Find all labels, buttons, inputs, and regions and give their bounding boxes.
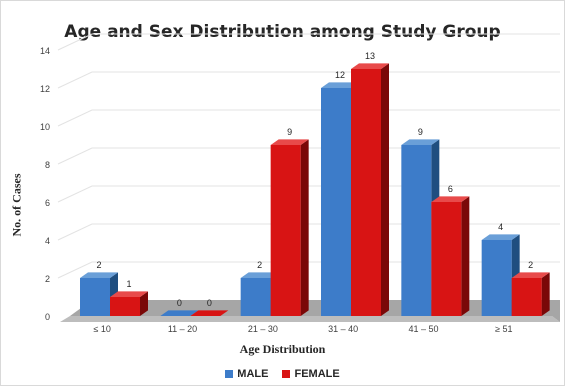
y-tick-label: 10	[40, 122, 50, 132]
x-tick-label: ≥ 51	[495, 324, 512, 334]
data-label-female: 9	[287, 127, 292, 137]
bar-female	[511, 278, 542, 316]
bar-female	[431, 202, 462, 316]
bar-top-female	[431, 196, 470, 202]
gridline	[57, 185, 560, 203]
bar-side-female	[461, 196, 470, 316]
legend-item-female: FEMALE	[282, 368, 340, 380]
legend-item-male: MALE	[225, 368, 268, 380]
gridline	[57, 33, 560, 51]
bar-top-male	[321, 82, 359, 88]
bar-top-female	[511, 272, 550, 278]
data-label-female: 2	[528, 260, 533, 270]
bar-side-female	[541, 272, 550, 316]
bar-side-female	[300, 139, 309, 316]
bar-female	[351, 69, 381, 316]
bar-top-male	[401, 139, 440, 145]
data-label-male: 9	[418, 127, 423, 137]
y-tick-label: 2	[45, 274, 50, 284]
x-tick-label: 11 – 20	[168, 324, 197, 334]
legend-swatch-female	[282, 370, 291, 378]
bar-female	[190, 310, 229, 316]
bar-male	[321, 88, 351, 316]
x-tick-label: 21 – 30	[248, 324, 278, 334]
x-tick-label: ≤ 10	[93, 324, 110, 334]
bar-female	[110, 297, 140, 316]
bar-top-male	[481, 234, 520, 240]
data-label-male: 12	[335, 70, 345, 80]
legend-label-male: MALE	[237, 368, 269, 380]
bar-top-male	[240, 272, 279, 278]
bar-top-female	[270, 139, 309, 145]
data-label-male: 2	[257, 260, 262, 270]
data-label-female: 13	[365, 51, 375, 61]
bar-top-female	[351, 63, 389, 69]
y-axis-label-wrap: No. of Cases	[2, 120, 32, 290]
gridline	[57, 147, 560, 165]
data-label-female: 0	[207, 298, 212, 308]
chart-title: Age and Sex Distribution among Study Gro…	[64, 22, 501, 42]
data-label-male: 4	[498, 222, 503, 232]
bar-female	[270, 145, 301, 316]
bar-male	[80, 278, 110, 316]
legend-swatch-male	[225, 370, 234, 378]
bar-male	[401, 145, 432, 316]
y-tick-label: 0	[45, 312, 50, 322]
data-label-male: 2	[96, 260, 101, 270]
bar-male	[240, 278, 271, 316]
y-tick-label: 14	[40, 46, 50, 56]
legend: MALE FEMALE	[0, 368, 565, 380]
y-tick-label: 6	[45, 198, 50, 208]
bar-top-male	[80, 272, 118, 278]
floor-front	[60, 316, 560, 322]
bar-top-female	[110, 291, 148, 297]
y-tick-label: 12	[40, 84, 50, 94]
gridline	[57, 71, 560, 89]
x-tick-label: 41 – 50	[408, 324, 438, 334]
y-tick-label: 8	[45, 160, 50, 170]
gridline	[57, 223, 560, 241]
bar-male	[160, 310, 199, 316]
data-label-female: 6	[448, 184, 453, 194]
x-tick-label: 31 – 40	[328, 324, 358, 334]
bar-male	[481, 240, 512, 316]
x-axis-label: Age Distribution	[239, 342, 326, 356]
y-tick-label: 4	[45, 236, 50, 246]
bar-side-female	[381, 63, 389, 317]
gridline	[57, 109, 560, 127]
data-label-female: 1	[126, 279, 131, 289]
legend-label-female: FEMALE	[294, 368, 340, 380]
bar-side-female	[140, 291, 148, 316]
y-axis-label: No. of Cases	[9, 173, 24, 237]
data-label-male: 0	[177, 298, 182, 308]
